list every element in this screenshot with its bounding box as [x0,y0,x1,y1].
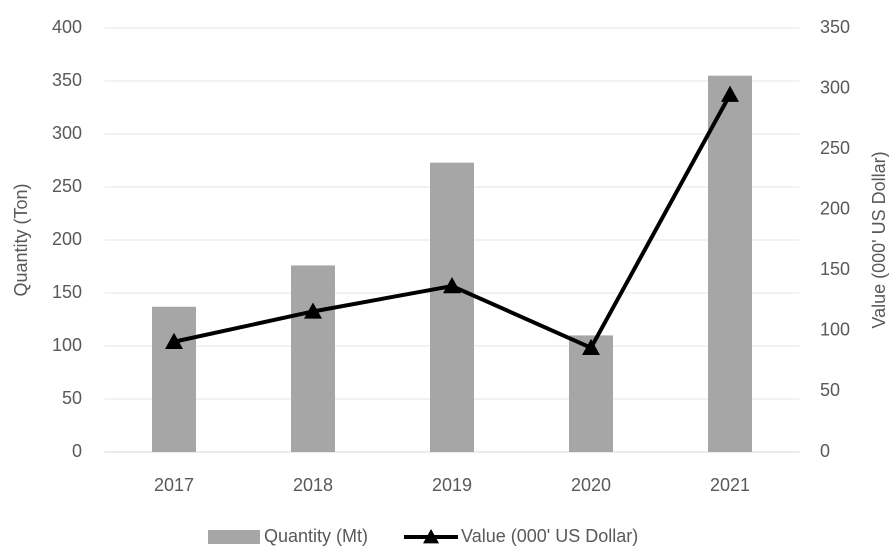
x-tick-label: 2018 [293,475,333,495]
legend-swatch [208,530,260,544]
y2-tick-label: 150 [820,259,850,279]
y-tick-label: 0 [72,441,82,461]
bar [291,265,335,452]
x-tick-label: 2019 [432,475,472,495]
y2-tick-label: 200 [820,198,850,218]
marker [721,85,739,102]
y2-tick-label: 300 [820,77,850,97]
y-tick-label: 50 [62,388,82,408]
y2-tick-label: 350 [820,17,850,37]
y-axis-title: Quantity (Ton) [11,183,31,296]
y-tick-label: 350 [52,70,82,90]
y-tick-label: 150 [52,282,82,302]
x-tick-label: 2020 [571,475,611,495]
marker [443,277,461,294]
bar [152,306,196,452]
y2-tick-label: 100 [820,320,850,340]
y-tick-label: 100 [52,335,82,355]
marker [165,332,183,349]
legend-marker [423,529,440,544]
y-tick-label: 200 [52,229,82,249]
bar [708,75,752,452]
y-tick-label: 250 [52,176,82,196]
y2-tick-label: 0 [820,441,830,461]
bar [430,162,474,452]
marker [582,338,600,356]
y-tick-label: 400 [52,17,82,37]
y2-axis-title: Value (000' US Dollar) [869,151,889,328]
legend-label: Value (000' US Dollar) [461,526,638,546]
y2-tick-label: 50 [820,380,840,400]
y2-tick-label: 250 [820,138,850,158]
legend-label: Quantity (Mt) [264,526,368,546]
x-tick-label: 2021 [710,475,750,495]
marker [304,302,322,319]
x-tick-label: 2017 [154,475,194,495]
y-tick-label: 300 [52,123,82,143]
